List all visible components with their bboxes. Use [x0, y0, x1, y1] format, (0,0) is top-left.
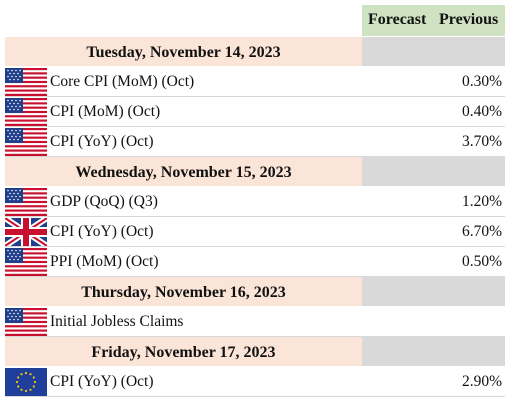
day-band	[5, 337, 362, 366]
us-flag-icon	[5, 308, 47, 336]
day-header-row: Tuesday, November 14, 2023	[5, 37, 505, 67]
day-gray-cell	[362, 157, 505, 186]
event-previous: 3.70%	[461, 133, 502, 150]
economic-calendar-table: Forecast Previous Tuesday, November 14, …	[3, 5, 505, 397]
eu-flag-icon	[5, 368, 47, 396]
event-name: Initial Jobless Claims	[50, 313, 184, 330]
day-date: Friday, November 17, 2023	[91, 344, 276, 361]
day-header-row: Friday, November 17, 2023	[5, 337, 505, 367]
day-date: Wednesday, November 15, 2023	[75, 164, 292, 181]
us-flag-icon	[5, 128, 47, 156]
previous-column-header: Previous	[439, 11, 499, 28]
event-name: CPI (YoY) (Oct)	[50, 223, 154, 240]
day-header-row: Wednesday, November 15, 2023	[5, 157, 505, 187]
event-previous: 0.40%	[461, 103, 502, 120]
event-name: CPI (MoM) (Oct)	[50, 103, 161, 120]
day-band	[5, 277, 362, 306]
day-gray-cell	[362, 277, 505, 306]
event-row: CPI (YoY) (Oct) 6.70%	[3, 215, 505, 249]
us-flag-icon	[5, 98, 47, 126]
day-band	[5, 37, 362, 66]
us-flag-icon	[5, 248, 47, 276]
event-row: GDP (QoQ) (Q3) 1.20%	[5, 187, 505, 217]
uk-flag-icon	[3, 215, 49, 249]
day-header-row: Thursday, November 16, 2023	[5, 277, 505, 307]
table-header: Forecast Previous	[5, 5, 505, 37]
day-gray-cell	[362, 37, 505, 66]
day-date: Tuesday, November 14, 2023	[86, 44, 281, 61]
event-previous: 6.70%	[461, 223, 502, 240]
forecast-column-header: Forecast	[368, 11, 427, 28]
us-flag-icon	[5, 188, 47, 216]
event-previous: 2.90%	[461, 373, 502, 390]
event-row: CPI (MoM) (Oct) 0.40%	[5, 97, 505, 127]
event-row: CPI (YoY) (Oct) 2.90%	[5, 367, 505, 397]
event-name: PPI (MoM) (Oct)	[50, 253, 159, 270]
day-gray-cell	[362, 337, 505, 366]
event-previous: 0.50%	[461, 253, 502, 270]
event-previous: 1.20%	[461, 193, 502, 210]
event-previous: 0.30%	[461, 73, 502, 90]
event-name: CPI (YoY) (Oct)	[50, 133, 154, 150]
event-name: CPI (YoY) (Oct)	[50, 373, 154, 390]
event-row: PPI (MoM) (Oct) 0.50%	[5, 247, 505, 277]
day-date: Thursday, November 16, 2023	[81, 284, 286, 301]
event-name: GDP (QoQ) (Q3)	[50, 193, 158, 210]
header-cell	[362, 5, 505, 36]
event-row: CPI (YoY) (Oct) 3.70%	[5, 127, 505, 157]
calendar-rows: Tuesday, November 14, 2023 Core CPI (MoM…	[3, 37, 505, 397]
event-row: Core CPI (MoM) (Oct) 0.30%	[5, 67, 505, 97]
us-flag-icon	[5, 68, 47, 96]
event-row: Initial Jobless Claims	[5, 307, 505, 337]
event-name: Core CPI (MoM) (Oct)	[50, 73, 195, 90]
day-band	[5, 157, 362, 186]
